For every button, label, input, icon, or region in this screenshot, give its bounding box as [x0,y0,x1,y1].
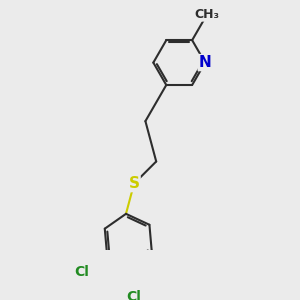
Text: Cl: Cl [74,266,89,279]
Text: S: S [129,176,140,191]
Text: CH₃: CH₃ [195,8,220,21]
Text: N: N [199,55,212,70]
Text: Cl: Cl [126,290,141,300]
